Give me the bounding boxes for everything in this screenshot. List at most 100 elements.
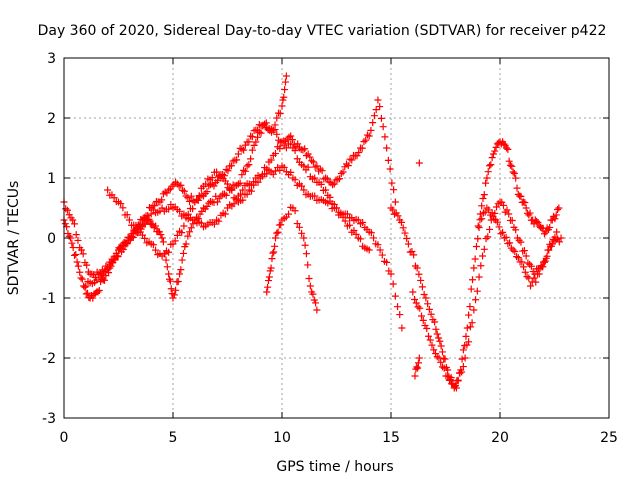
data-point: [518, 258, 526, 266]
data-point: [408, 248, 416, 256]
data-point: [215, 217, 223, 225]
data-point: [396, 311, 404, 319]
data-point: [459, 363, 467, 371]
data-point: [411, 296, 419, 304]
data-point: [458, 355, 466, 363]
data-point: [177, 266, 185, 274]
data-point: [267, 156, 275, 164]
data-point: [497, 230, 505, 238]
data-point: [480, 245, 488, 253]
data-point: [158, 234, 166, 242]
data-point: [300, 186, 308, 194]
data-point: [486, 225, 494, 233]
data-point: [512, 174, 520, 182]
data-point: [117, 200, 125, 208]
data-point: [412, 299, 420, 307]
data-point: [470, 264, 478, 272]
data-point: [221, 210, 229, 218]
data-point: [391, 198, 399, 206]
data-point: [263, 288, 271, 296]
data-point: [471, 255, 479, 263]
data-point: [333, 204, 340, 212]
data-point: [278, 102, 286, 110]
data-point: [89, 294, 97, 302]
data-point: [94, 288, 102, 296]
data-point: [301, 241, 309, 249]
data-point: [255, 121, 263, 129]
data-point: [383, 258, 391, 266]
data-point: [418, 312, 426, 320]
data-point: [239, 196, 247, 204]
data-point: [513, 184, 521, 192]
data-point: [350, 226, 358, 234]
data-point: [524, 259, 532, 267]
data-point: [346, 155, 354, 163]
data-point: [77, 246, 85, 254]
data-point: [390, 186, 398, 194]
data-point: [509, 246, 517, 254]
data-point: [273, 130, 281, 138]
data-point: [359, 219, 367, 227]
data-point: [377, 114, 385, 122]
data-point: [546, 223, 554, 231]
data-point: [69, 216, 77, 224]
data-point: [281, 86, 289, 94]
data-point: [234, 150, 242, 158]
data-point: [337, 169, 345, 177]
data-point: [268, 255, 276, 263]
data-point: [367, 126, 375, 134]
data-point: [487, 161, 495, 169]
data-point: [309, 290, 317, 298]
data-point: [310, 296, 318, 304]
y-tick-label: 0: [47, 231, 56, 247]
data-point: [138, 220, 146, 228]
data-point: [243, 190, 251, 198]
data-point: [417, 276, 425, 284]
data-point: [304, 261, 312, 269]
data-point: [74, 236, 82, 244]
data-point: [484, 168, 492, 176]
data-point: [123, 239, 131, 247]
data-point: [484, 233, 492, 241]
data-point: [431, 318, 439, 326]
data-point: [245, 138, 253, 146]
data-point: [195, 192, 203, 200]
data-point: [234, 180, 242, 188]
data-point: [177, 181, 185, 189]
data-point: [513, 253, 521, 261]
data-point: [391, 292, 399, 300]
axis-ticks: -3 -2 -1 0 1 2 3 0 5 10 15 20 25: [42, 51, 618, 446]
data-point: [213, 168, 221, 176]
data-point: [383, 144, 391, 152]
data-point: [480, 191, 488, 199]
data-point: [425, 305, 433, 313]
data-point: [312, 299, 320, 307]
data-point: [509, 168, 517, 176]
data-point: [390, 210, 398, 218]
data-point: [317, 180, 325, 188]
data-point: [278, 138, 286, 146]
data-point: [388, 179, 396, 187]
data-point: [180, 187, 188, 195]
data-point: [179, 186, 187, 194]
data-point: [305, 274, 313, 282]
data-point: [414, 364, 422, 372]
data-point: [506, 161, 514, 169]
data-point: [78, 275, 86, 283]
data-point: [152, 222, 160, 230]
data-point: [180, 222, 188, 230]
data-point: [178, 256, 186, 264]
data-point: [73, 258, 81, 266]
data-point: [404, 240, 412, 248]
data-point: [282, 144, 290, 152]
data-point: [468, 319, 476, 327]
data-point: [498, 198, 506, 206]
data-point: [163, 263, 171, 271]
data-point: [271, 242, 279, 250]
data-point: [179, 249, 187, 257]
data-point: [419, 316, 427, 324]
data-point: [230, 200, 238, 208]
data-point: [427, 310, 435, 318]
data-point: [250, 141, 258, 149]
